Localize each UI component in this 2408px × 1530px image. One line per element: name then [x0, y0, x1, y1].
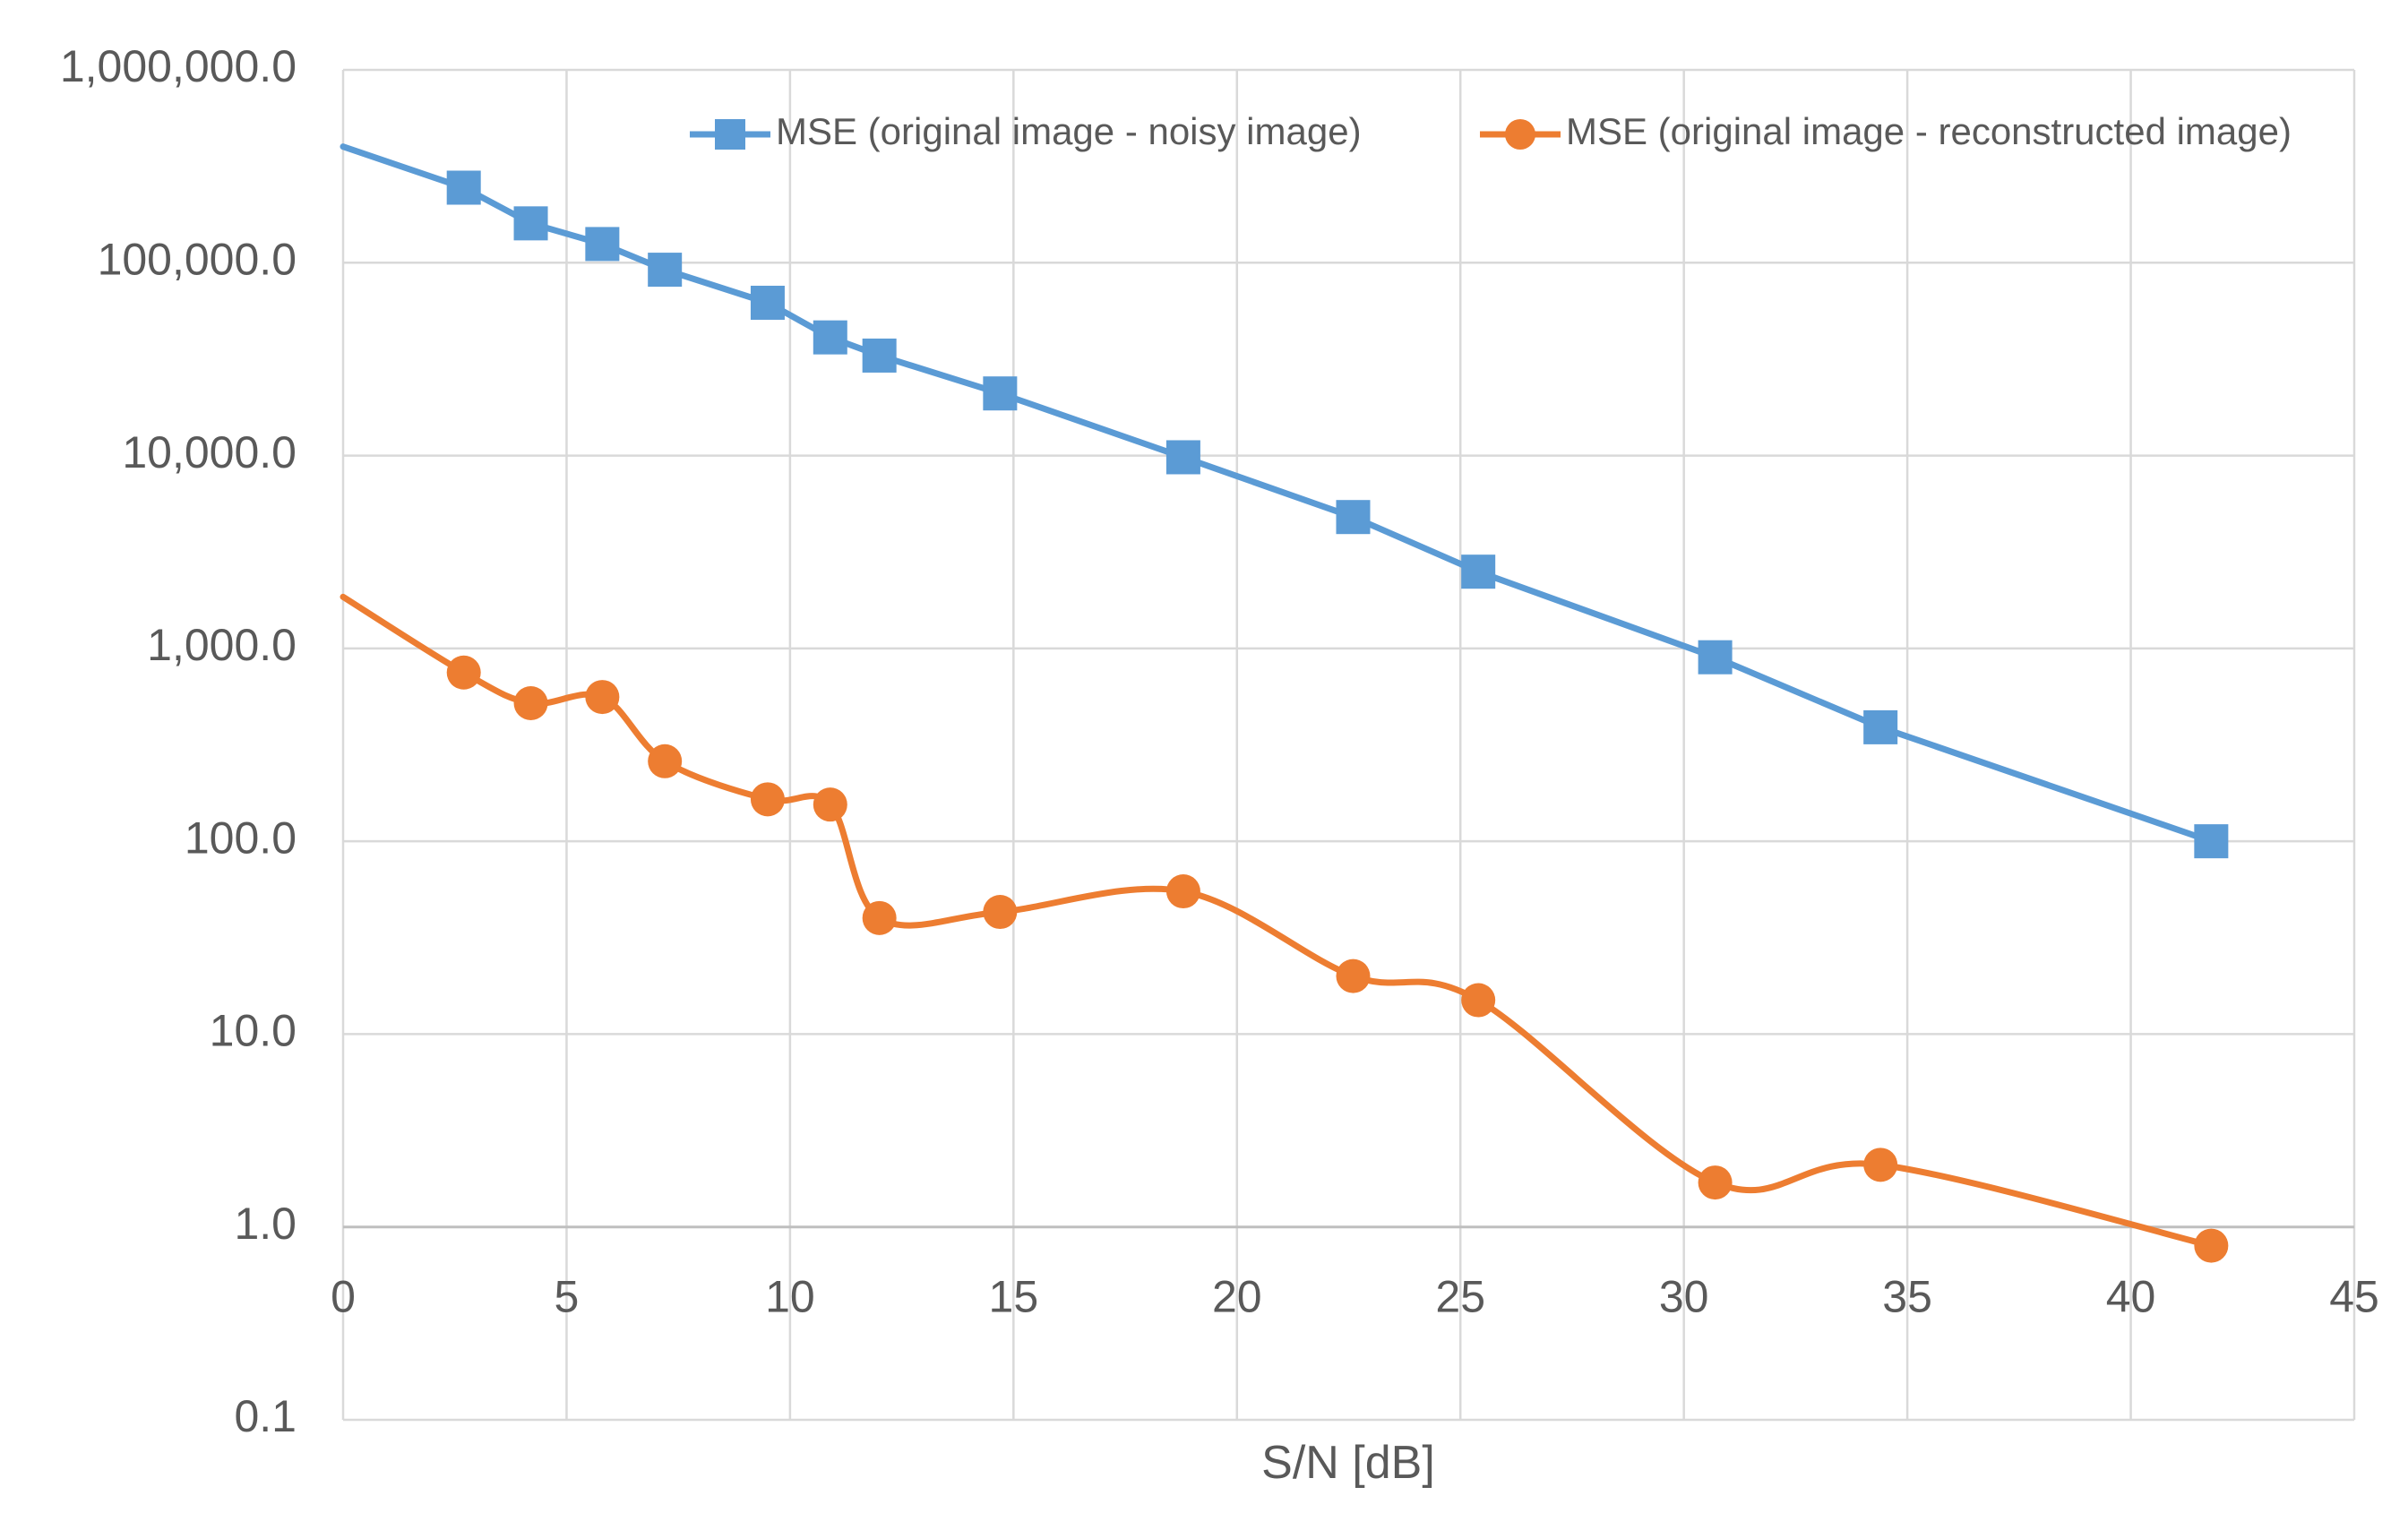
data-point-square: [983, 376, 1018, 411]
data-point-circle: [862, 900, 897, 935]
data-point-circle: [750, 782, 785, 817]
y-tick-label: 10.0: [210, 1006, 297, 1056]
series-line: [340, 143, 2214, 845]
data-point-circle: [1863, 1148, 1898, 1182]
data-point-square: [750, 285, 785, 320]
data-point-circle: [1165, 874, 1200, 909]
x-tick-label: 5: [555, 1272, 580, 1322]
legend-label: MSE (original image - noisy image): [776, 110, 1362, 152]
data-point-circle: [1336, 958, 1371, 993]
data-point-circle: [446, 655, 481, 690]
data-point-square: [446, 170, 481, 205]
y-tick-label: 10,000.0: [122, 427, 297, 477]
x-axis-title: S/N [dB]: [1261, 1437, 1435, 1489]
data-point-square: [648, 253, 683, 288]
data-point-circle: [648, 744, 683, 778]
data-point-square: [862, 338, 897, 373]
x-tick-label: 20: [1212, 1272, 1262, 1322]
data-point-square: [585, 227, 620, 262]
data-point-circle: [513, 685, 548, 720]
data-point-circle: [1698, 1165, 1733, 1200]
data-point-square: [1698, 640, 1733, 675]
data-point-circle: [983, 895, 1018, 930]
data-point-square: [813, 320, 847, 355]
data-point-square: [1336, 500, 1371, 535]
series-1: [340, 143, 2229, 859]
data-point-square: [2194, 824, 2229, 859]
y-axis-ticks: 0.1 1.0 10.0 100.0 1,000.0 10,000.0 100,000.0 1…: [60, 41, 297, 1441]
legend-marker-circle: [1505, 119, 1535, 150]
x-tick-label: 40: [2106, 1272, 2156, 1322]
x-tick-label: 35: [1882, 1272, 1932, 1322]
x-axis-ticks: 0 5 10 15 20 25 30 35 40 45: [331, 1272, 2379, 1322]
y-tick-label: 100.0: [185, 812, 297, 863]
y-tick-label: 1.0: [234, 1199, 297, 1249]
series-2: [340, 593, 2229, 1263]
x-tick-label: 45: [2329, 1272, 2379, 1322]
data-point-circle: [813, 787, 847, 822]
x-tick-label: 10: [765, 1272, 815, 1322]
data-point-circle: [585, 680, 620, 715]
series-area: [340, 143, 2229, 1263]
legend: MSE (original image - noisy image) MSE (o…: [690, 110, 2292, 152]
series-line: [340, 593, 2214, 1250]
x-tick-label: 15: [989, 1272, 1039, 1322]
x-tick-label: 30: [1659, 1272, 1709, 1322]
y-tick-label: 1,000.0: [147, 620, 297, 670]
x-tick-label: 25: [1435, 1272, 1485, 1322]
y-tick-label: 1,000,000.0: [60, 41, 297, 91]
legend-item-1: MSE (original image - noisy image): [690, 110, 1362, 152]
legend-label: MSE (original image - reconstructed imag…: [1566, 110, 2292, 152]
data-point-circle: [2194, 1228, 2229, 1263]
legend-item-2: MSE (original image - reconstructed imag…: [1480, 110, 2292, 152]
data-point-square: [1863, 709, 1898, 744]
data-point-square: [513, 206, 548, 241]
data-point-circle: [1461, 983, 1496, 1018]
data-point-square: [1165, 440, 1200, 475]
x-tick-label: 0: [331, 1272, 356, 1322]
y-tick-label: 0.1: [234, 1391, 297, 1441]
data-point-square: [1461, 554, 1496, 589]
y-tick-label: 100,000.0: [98, 234, 297, 284]
legend-marker-square: [715, 119, 745, 150]
